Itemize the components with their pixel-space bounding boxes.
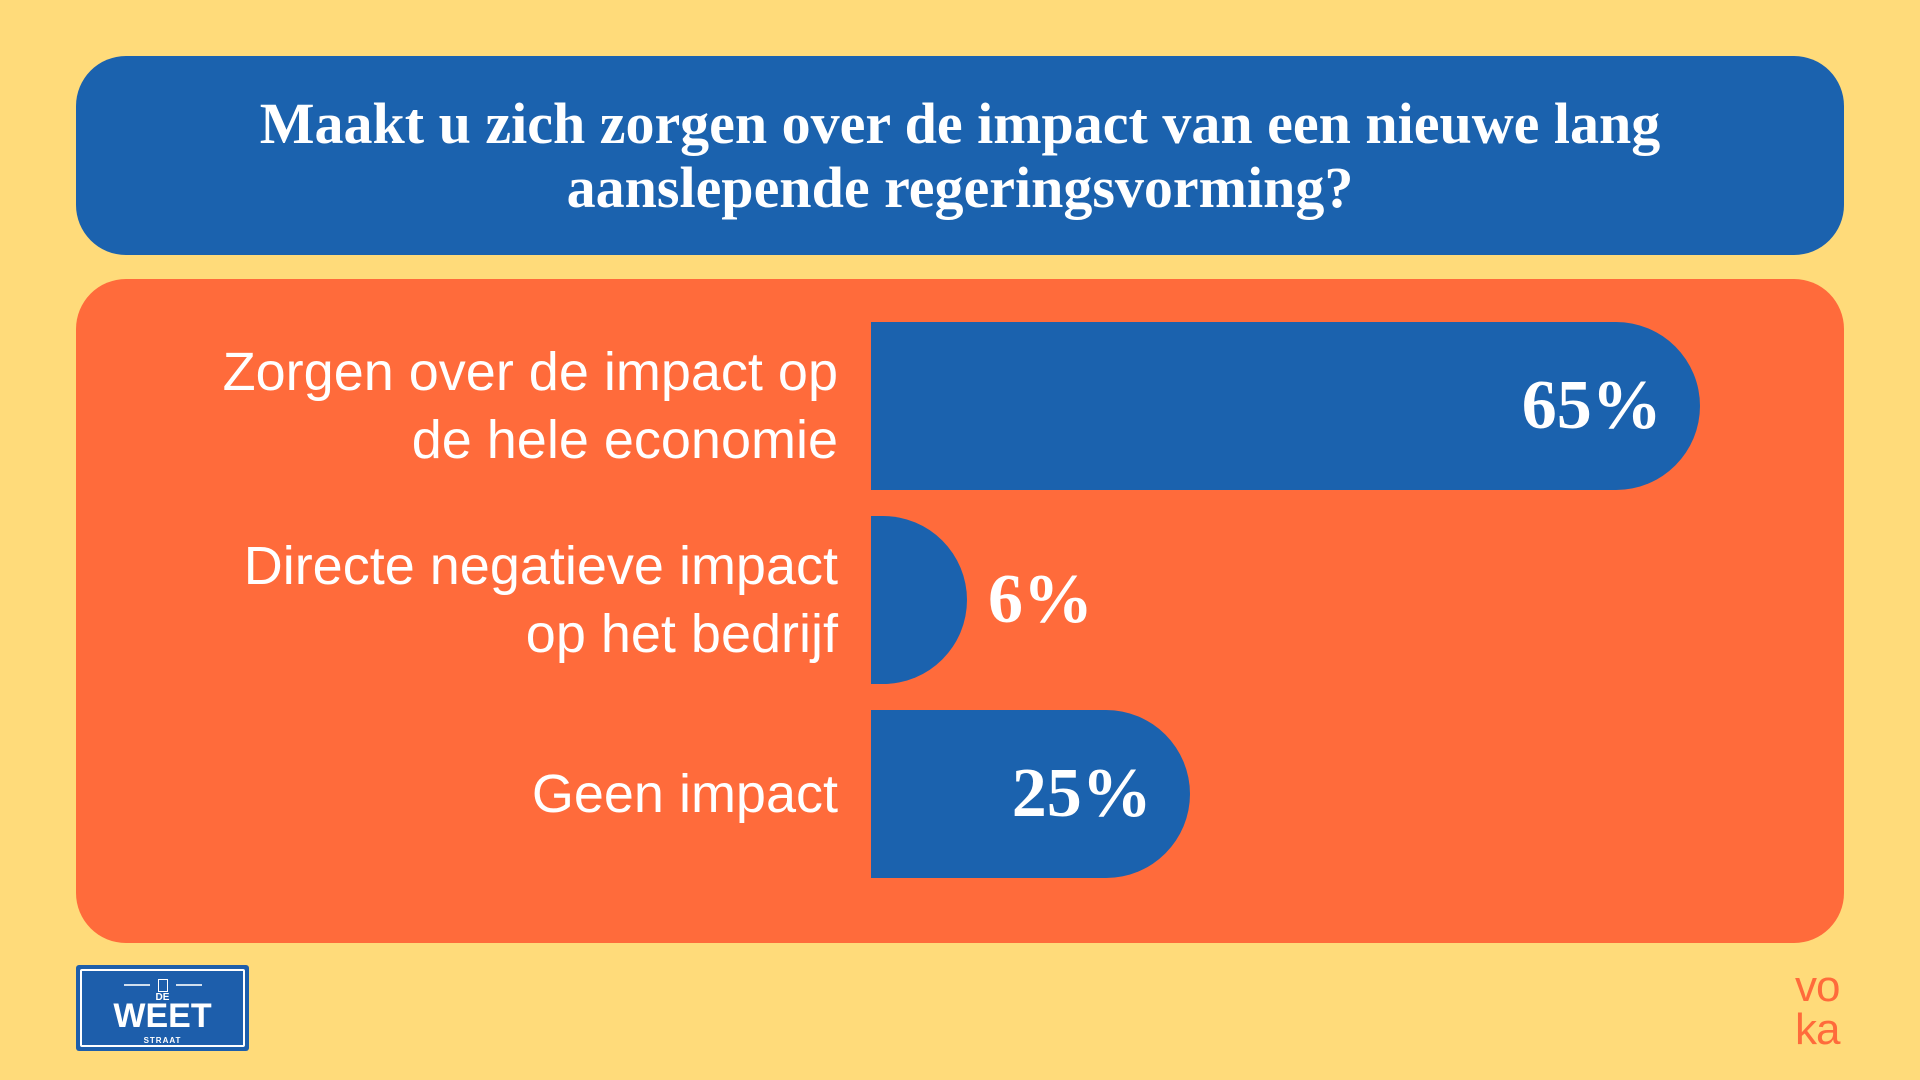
value-label: 25% — [1011, 755, 1152, 832]
voka-logo-line-1: vo — [1795, 962, 1840, 1011]
sign-word-de: DE — [155, 992, 170, 1003]
fine-print-mark — [123, 984, 150, 986]
question-title: Maakt u zich zorgen over de impact van e… — [259, 90, 1661, 220]
value-label: 6% — [988, 561, 1093, 638]
bar-chart-panel: Zorgen over de impact op de hele economi… — [76, 279, 1844, 943]
fine-print-mark — [175, 984, 202, 986]
category-label: Geen impact — [531, 764, 838, 824]
value-label: 65% — [1521, 367, 1662, 444]
sign-small-logo-mark — [157, 978, 168, 992]
sign-word-straat: STRAAT — [143, 1036, 182, 1045]
question-banner: Maakt u zich zorgen over de impact van e… — [76, 56, 1844, 255]
de-weet-straat-logo: DE WEET STRAAT — [76, 965, 249, 1051]
voka-logo: vo ka — [1795, 962, 1846, 1054]
category-label: Zorgen over de impact op de hele economi… — [222, 342, 838, 470]
category-label: Directe negatieve impact op het bedrijf — [243, 536, 838, 664]
bar — [871, 516, 967, 684]
category-label-cell: Directe negatieve impact op het bedrijf — [198, 516, 838, 684]
sign-fine-print — [82, 978, 243, 992]
sign-word-weet: WEET — [113, 997, 212, 1035]
bar — [871, 710, 1190, 878]
category-label-cell: Geen impact — [198, 710, 838, 878]
voka-logo-line-2: ka — [1795, 1005, 1840, 1054]
bar — [871, 322, 1700, 490]
sign-border: DE WEET STRAAT — [80, 969, 245, 1047]
category-label-cell: Zorgen over de impact op de hele economi… — [198, 322, 838, 490]
